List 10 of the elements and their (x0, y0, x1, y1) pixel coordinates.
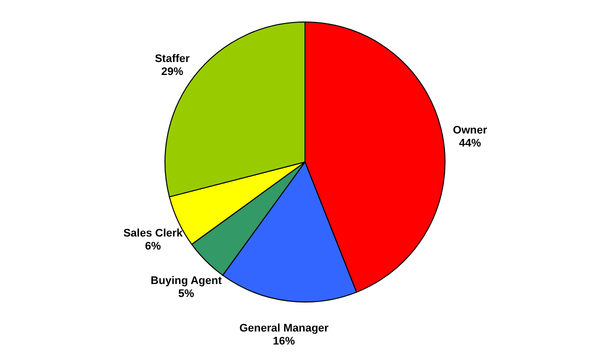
slice-label: Staffer (154, 53, 190, 66)
data-label: 16% (272, 336, 296, 348)
data-label: 6% (145, 240, 162, 253)
slice-label: Owner (452, 124, 488, 137)
data-label: 29% (161, 66, 184, 78)
slice-label: Sales Clerk (123, 228, 184, 240)
data-label: 44% (459, 138, 482, 150)
slice-label: General Manager (239, 322, 330, 335)
slice-label: Buying Agent (150, 274, 222, 287)
data-label: 5% (178, 288, 194, 300)
